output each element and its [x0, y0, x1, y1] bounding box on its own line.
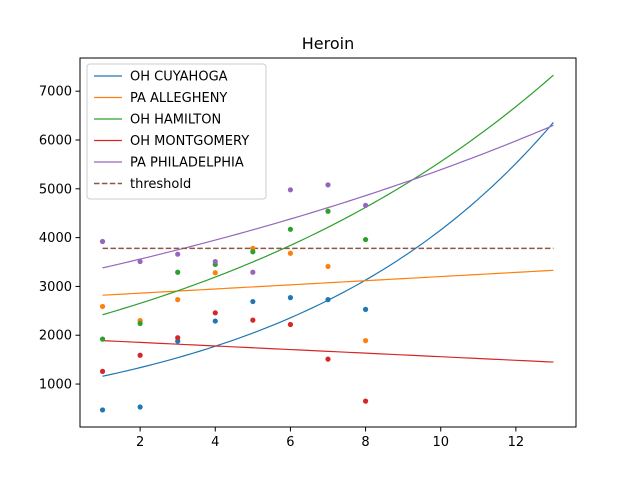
legend-label-0: OH CUYAHOGA	[130, 70, 228, 85]
point-series-4-5	[287, 187, 294, 193]
axes-frame	[79, 57, 577, 428]
point-series-2-7	[362, 236, 369, 243]
plot-area	[99, 74, 554, 413]
point-series-3-7	[362, 398, 369, 404]
fit-line-series-3	[102, 340, 554, 363]
x-tick-label-2: 6	[286, 435, 294, 450]
point-series-0-3	[212, 318, 218, 324]
x-tick-label-3: 8	[361, 435, 369, 450]
point-series-0-5	[287, 295, 294, 301]
legend-label-5: threshold	[130, 177, 191, 192]
chart-title: Heroin	[302, 34, 354, 53]
legend-label-4: PA PHILADELPHIA	[130, 156, 244, 171]
y-tick-label-4: 5000	[39, 182, 72, 197]
point-series-2-6	[325, 208, 331, 214]
y-tick-label-5: 6000	[39, 134, 72, 149]
point-series-4-2	[175, 251, 181, 257]
x-tick-label-4: 10	[432, 435, 449, 450]
y-tick-label-6: 7000	[39, 85, 72, 100]
point-series-4-6	[325, 182, 331, 188]
point-series-1-7	[362, 338, 369, 344]
x-tick-label-1: 4	[211, 435, 219, 450]
point-series-2-0	[99, 336, 106, 342]
point-series-2-5	[287, 226, 294, 232]
legend: OH CUYAHOGA PA ALLEGHENY OH HAMILTON OH MON…	[86, 63, 267, 200]
point-series-0-4	[250, 298, 256, 305]
point-series-3-0	[99, 368, 106, 374]
fit-line-series-4	[102, 124, 554, 269]
point-series-1-2	[175, 297, 181, 303]
legend-label-3: OH MONTGOMERY	[130, 134, 249, 149]
point-series-4-3	[212, 258, 218, 265]
point-series-1-6	[325, 263, 331, 270]
y-tick-label-1: 2000	[39, 329, 72, 344]
legend-label-2: OH HAMILTON	[130, 113, 221, 128]
plot-clipped-group	[99, 74, 554, 413]
y-tick-label-2: 3000	[39, 280, 72, 295]
fit-line-series-2	[102, 74, 554, 316]
x-tick-label-5: 12	[508, 435, 525, 450]
y-tick-label-0: 1000	[39, 378, 72, 393]
point-series-4-1	[137, 258, 143, 265]
point-series-3-3	[212, 310, 218, 316]
point-series-2-4	[250, 249, 256, 255]
point-series-4-7	[362, 202, 369, 208]
axes: 2 4 6 8 10 12 1000 2000 3000 4000 5000 6000 7000	[39, 57, 577, 450]
point-series-1-0	[99, 303, 106, 310]
point-series-4-0	[99, 238, 106, 245]
x-tick-label-0: 2	[136, 435, 144, 450]
point-series-4-4	[250, 269, 256, 275]
point-series-3-5	[287, 321, 294, 328]
point-series-3-2	[175, 335, 181, 341]
point-series-0-0	[99, 407, 106, 413]
y-tick-label-3: 4000	[39, 231, 72, 246]
point-series-3-6	[325, 356, 331, 362]
point-series-0-7	[362, 306, 369, 312]
point-series-2-1	[137, 320, 143, 327]
legend-box	[86, 63, 267, 200]
point-series-3-4	[250, 317, 256, 323]
legend-label-1: PA ALLEGHENY	[130, 91, 227, 106]
point-series-1-3	[212, 270, 218, 276]
point-series-1-5	[287, 250, 294, 256]
point-series-0-6	[325, 297, 331, 303]
point-series-3-1	[137, 352, 143, 358]
point-series-2-2	[175, 269, 181, 275]
point-series-0-1	[137, 404, 143, 410]
